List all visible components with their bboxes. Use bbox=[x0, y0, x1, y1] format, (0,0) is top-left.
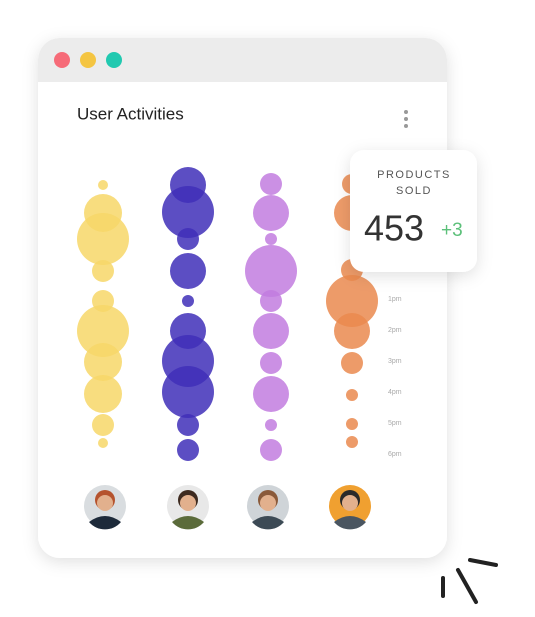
bubble bbox=[341, 352, 363, 374]
products-value: 453 bbox=[364, 208, 424, 249]
avatar-body bbox=[172, 516, 204, 530]
card-title: User Activities bbox=[77, 104, 184, 123]
bubble bbox=[77, 213, 129, 265]
window-dot bbox=[80, 52, 96, 68]
products-card bbox=[350, 150, 477, 272]
bubble bbox=[253, 195, 289, 231]
window-dot bbox=[54, 52, 70, 68]
avatar[interactable] bbox=[247, 485, 289, 530]
bubble-columns bbox=[77, 167, 378, 461]
bubble bbox=[177, 228, 199, 250]
time-label: 4pm bbox=[388, 389, 402, 396]
title-bar bbox=[38, 38, 447, 82]
bubble bbox=[77, 305, 129, 357]
bubble bbox=[334, 313, 370, 349]
bubble bbox=[265, 233, 277, 245]
burst-decoration bbox=[441, 558, 498, 604]
avatar-body bbox=[334, 516, 366, 530]
bubble bbox=[92, 260, 114, 282]
bubble bbox=[253, 313, 289, 349]
avatar[interactable] bbox=[84, 485, 126, 530]
bubble bbox=[92, 414, 114, 436]
time-label: 2pm bbox=[388, 327, 402, 334]
bubble bbox=[346, 389, 358, 401]
bubble bbox=[182, 295, 194, 307]
bubble bbox=[170, 253, 206, 289]
window-card bbox=[38, 38, 447, 558]
bubble bbox=[162, 186, 214, 238]
avatar-body bbox=[89, 516, 121, 530]
products-label: PRODUCTS bbox=[377, 169, 451, 181]
time-label: 5pm bbox=[388, 420, 402, 427]
avatar-face bbox=[260, 495, 276, 511]
avatar-face bbox=[342, 495, 358, 511]
window-dot bbox=[106, 52, 122, 68]
time-label: 3pm bbox=[388, 358, 402, 365]
bubble bbox=[253, 376, 289, 412]
bubble bbox=[98, 180, 108, 190]
avatar-face bbox=[97, 495, 113, 511]
avatar-face bbox=[180, 495, 196, 511]
bubble bbox=[162, 366, 214, 418]
bubble bbox=[177, 439, 199, 461]
avatar[interactable] bbox=[167, 485, 209, 530]
time-labels: 1pm 2pm 3pm 4pm 5pm 6pm bbox=[388, 296, 402, 458]
bubble bbox=[260, 290, 282, 312]
time-label: 6pm bbox=[388, 451, 402, 458]
bubble bbox=[84, 375, 122, 413]
bubble bbox=[260, 439, 282, 461]
bubble bbox=[326, 275, 378, 327]
products-delta: +3 bbox=[441, 220, 463, 241]
bubble bbox=[84, 343, 122, 381]
menu-button[interactable] bbox=[404, 110, 408, 128]
avatar[interactable] bbox=[329, 485, 371, 530]
bubble bbox=[346, 418, 358, 430]
bubble bbox=[346, 436, 358, 448]
avatars bbox=[84, 485, 371, 530]
bubble bbox=[245, 245, 297, 297]
bubble bbox=[265, 419, 277, 431]
bubble bbox=[177, 414, 199, 436]
avatar-body bbox=[252, 516, 284, 530]
bubble bbox=[260, 352, 282, 374]
bubble bbox=[260, 173, 282, 195]
time-label: 1pm bbox=[388, 296, 402, 303]
bubble bbox=[98, 438, 108, 448]
products-label: SOLD bbox=[396, 185, 432, 197]
